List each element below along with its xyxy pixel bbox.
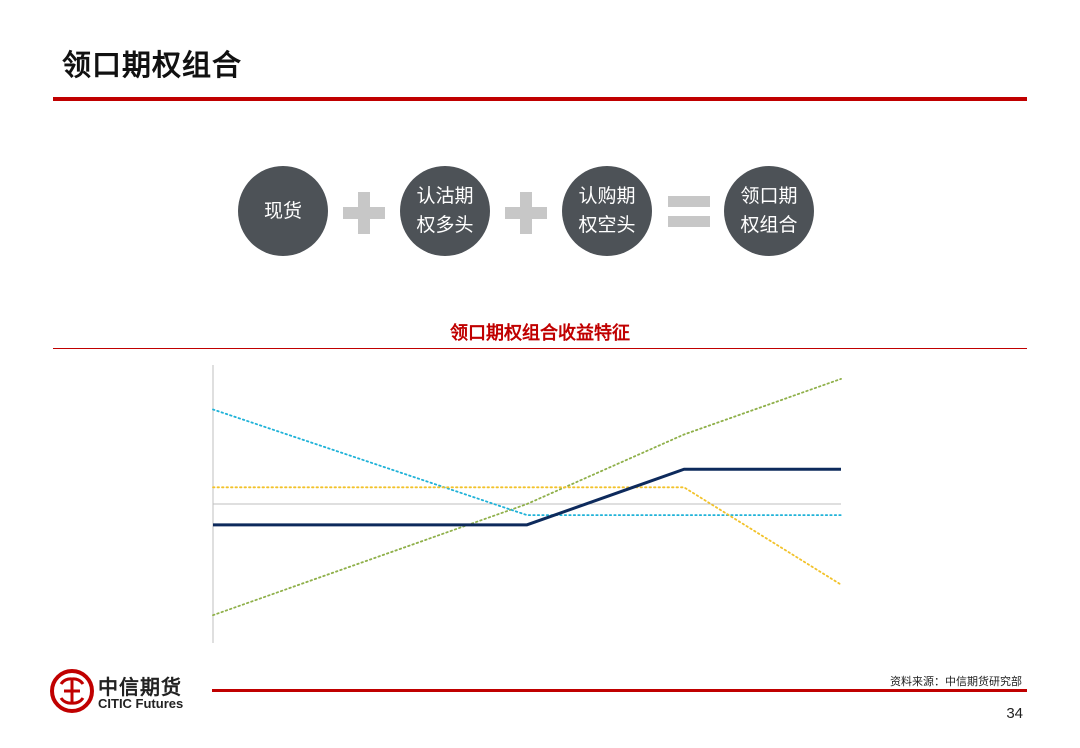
long-put-circle: 认沽期 权多头 — [400, 166, 490, 256]
short-call-payoff-line — [212, 486, 842, 586]
page-title: 领口期权组合 — [62, 48, 243, 82]
citic-logo: 中信期货 CITIC Futures — [50, 669, 200, 715]
source-note: 资料来源：中信期货研究部 — [890, 675, 1022, 688]
footer-rule — [212, 689, 1027, 692]
collar-circle: 领口期 权组合 — [724, 166, 814, 256]
logo-text-en: CITIC Futures — [98, 696, 184, 711]
equals-icon — [668, 196, 710, 227]
collar-payoff-line — [213, 467, 841, 527]
citic-logo-mark — [50, 669, 94, 713]
plus-icon — [343, 192, 385, 234]
spot-circle: 现货 — [238, 166, 328, 256]
chart-title: 领口期权组合收益特征 — [450, 323, 630, 344]
logo-text-cn: 中信期货 — [98, 675, 182, 699]
title-underline — [53, 97, 1027, 101]
long-put-payoff-line — [212, 408, 842, 517]
page-number: 34 — [1006, 705, 1023, 722]
spot-payoff-line — [212, 377, 842, 617]
chart-title-rule — [53, 348, 1027, 349]
short-call-circle: 认购期 权空头 — [562, 166, 652, 256]
plus-icon — [505, 192, 547, 234]
